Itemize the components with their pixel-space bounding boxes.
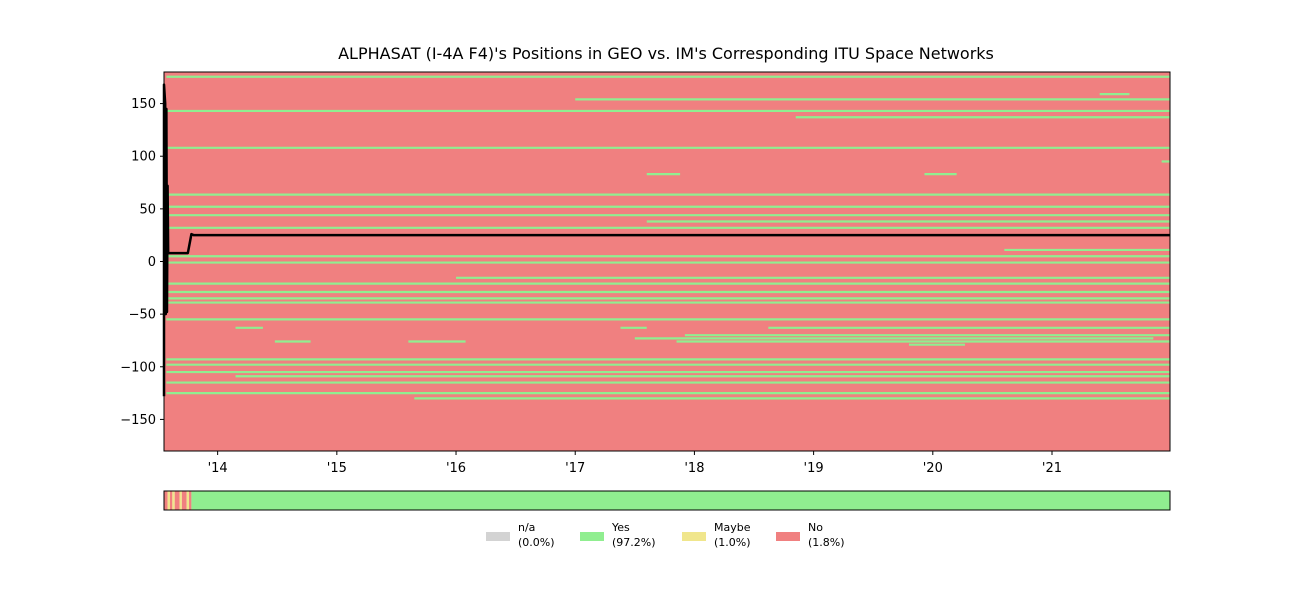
status-segment bbox=[181, 491, 187, 510]
chart-title: ALPHASAT (I-4A F4)'s Positions in GEO vs… bbox=[338, 44, 994, 63]
position-series-line bbox=[162, 83, 1170, 397]
x-tick-label: '15 bbox=[327, 461, 347, 476]
legend-pct-maybe: (1.0%) bbox=[714, 536, 751, 549]
legend-swatch-maybe bbox=[682, 532, 706, 541]
itu-network-lines bbox=[166, 75, 1170, 400]
status-segment bbox=[164, 491, 168, 510]
x-tick-label: '20 bbox=[923, 461, 943, 476]
legend-swatch-na bbox=[486, 532, 510, 541]
legend-label-no: No bbox=[808, 521, 823, 534]
legend-label-na: n/a bbox=[518, 521, 535, 534]
status-segment bbox=[172, 491, 175, 510]
legend-label-maybe: Maybe bbox=[714, 521, 751, 534]
status-segment bbox=[167, 491, 170, 510]
x-tick-label: '18 bbox=[684, 461, 704, 476]
legend-pct-no: (1.8%) bbox=[808, 536, 845, 549]
legend: n/a (0.0%) Yes (97.2%) Maybe (1.0%) No (1.8%) bbox=[486, 521, 845, 549]
status-segment bbox=[191, 491, 1171, 510]
x-tick-label: '21 bbox=[1042, 461, 1062, 476]
y-tick-label: 150 bbox=[131, 97, 156, 112]
status-segment bbox=[174, 491, 180, 510]
strip-frame bbox=[163, 490, 1171, 511]
legend-pct-yes: (97.2%) bbox=[612, 536, 656, 549]
y-tick-label: 0 bbox=[148, 255, 156, 270]
legend-pct-na: (0.0%) bbox=[518, 536, 555, 549]
status-segment bbox=[189, 491, 192, 510]
x-tick-label: '19 bbox=[804, 461, 824, 476]
y-tick-label: 100 bbox=[131, 150, 156, 165]
y-tick-label: 50 bbox=[139, 202, 156, 217]
y-tick-label: −150 bbox=[120, 413, 156, 428]
x-tick-label: '14 bbox=[208, 461, 228, 476]
status-segment bbox=[169, 491, 173, 510]
x-tick-label: '16 bbox=[446, 461, 466, 476]
y-tick-label: −100 bbox=[120, 360, 156, 375]
y-tick-label: −50 bbox=[129, 308, 156, 323]
legend-swatch-no bbox=[776, 532, 800, 541]
legend-swatch-yes bbox=[580, 532, 604, 541]
main-axes: 150 100 50 0 −50 −100 −150 '14 '15 '16 '17 '18 '19 '2… bbox=[120, 71, 1171, 476]
x-tick-label: '17 bbox=[565, 461, 585, 476]
status-segment bbox=[179, 491, 182, 510]
satellite-position-line bbox=[162, 83, 1170, 397]
status-strip bbox=[163, 490, 1171, 511]
legend-label-yes: Yes bbox=[611, 521, 630, 534]
status-segment bbox=[186, 491, 190, 510]
